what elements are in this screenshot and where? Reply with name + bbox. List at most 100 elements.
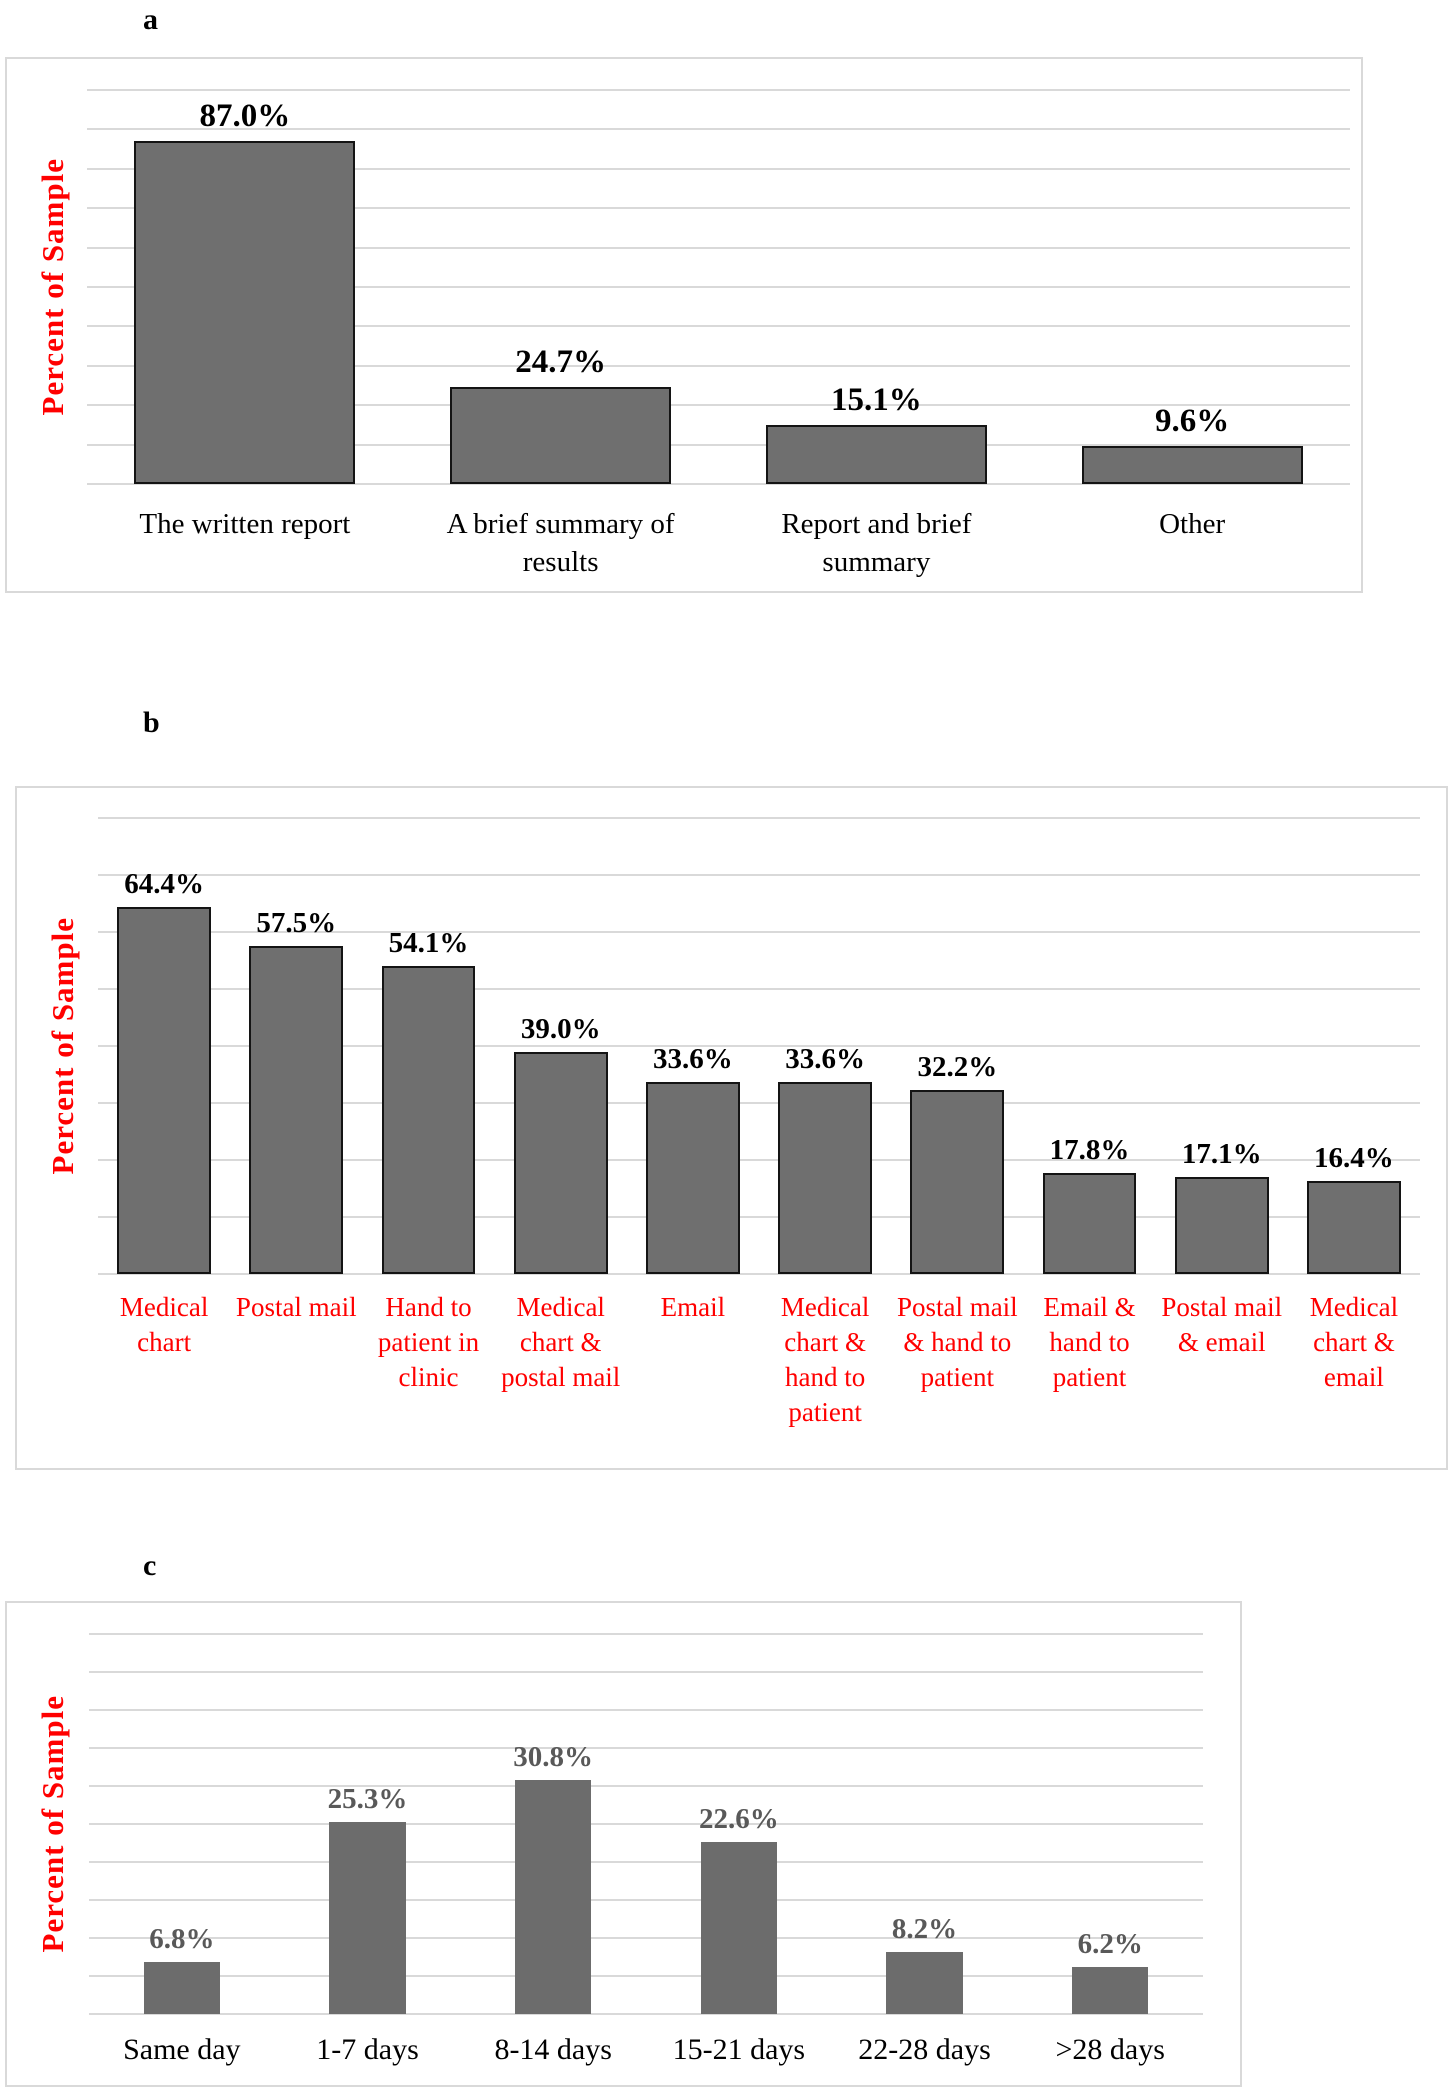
gridline-25 [89, 1823, 1203, 1825]
x-axis-labels-b: Medical chart Postal mail Hand to patient … [98, 1274, 1420, 1430]
y-axis-title-text: Percent of Sample [45, 917, 80, 1175]
bar-4 [1081, 446, 1303, 484]
y-axis-title-text: Percent of Sample [35, 1695, 70, 1953]
gridline-50 [87, 286, 1350, 288]
panel-label-b: b [143, 706, 160, 739]
bar-slot-2: 25.3% [275, 1634, 461, 2014]
bar-6 [1072, 1966, 1149, 2014]
gridline-40 [87, 325, 1350, 328]
bar-value-label: 22.6% [698, 1803, 779, 1836]
bar-value-label: 17.8% [1049, 1133, 1130, 1166]
bar-1 [143, 1962, 220, 2014]
x-axis-labels-c: Same day 1-7 days 8-14 days 15-21 days 22-28… [89, 2014, 1203, 2069]
chart-panel-c: Percent of Sample 6.8% 25.3% 30.8% 22.6% 8.2… [5, 1601, 1242, 2087]
y-axis-title-a: Percent of Sample [11, 90, 95, 484]
bar-slot-6: 6.2% [1017, 1634, 1203, 2014]
bar-slot-5: 8.2% [832, 1634, 1018, 2014]
x-category-label-7: Postal mail & hand to patient [896, 1292, 1018, 1393]
y-axis-title-b: Percent of Sample [21, 818, 105, 1274]
x-category-label-1: Medical chart [119, 1292, 209, 1358]
bar-slot-3: 15.1% [719, 90, 1035, 484]
gridline-20 [98, 1159, 1420, 1161]
bar-slot-3: 54.1% [362, 818, 494, 1274]
x-category-label-5: Email [660, 1292, 726, 1322]
chart-panel-b: Percent of Sample 64.4% 57.5% 54.1% 39.0% 33… [15, 786, 1448, 1470]
bar-value-label: 24.7% [515, 343, 606, 380]
gridline-20 [89, 1861, 1203, 1863]
gridline-10 [89, 1937, 1203, 1939]
bar-4 [513, 1051, 608, 1274]
bar-3 [765, 424, 987, 484]
bar-slot-7: 32.2% [891, 818, 1023, 1274]
bar-4 [700, 1842, 777, 2014]
bar-value-label: 30.8% [513, 1740, 594, 1773]
bar-value-label: 54.1% [388, 926, 469, 959]
gridline-80 [98, 817, 1420, 819]
bar-value-label: 6.8% [149, 1923, 215, 1956]
chart-panel-a: Percent of Sample 87.0% 24.7% 15.1% 9.6% Th… [5, 57, 1363, 593]
gridline-0 [89, 2013, 1203, 2015]
bar-slot-2: 57.5% [230, 818, 362, 1274]
bar-slot-3: 30.8% [460, 1634, 646, 2014]
bar-value-label: 16.4% [1314, 1141, 1394, 1174]
y-axis-title-text: Percent of Sample [35, 158, 70, 416]
bar-value-label: 33.6% [653, 1043, 733, 1076]
x-category-label-3: Report and brief summary [781, 508, 972, 578]
bar-3 [515, 1779, 592, 2014]
gridline-90 [87, 128, 1350, 131]
bar-value-label: 9.6% [1155, 403, 1230, 440]
x-category-label-2: 1-7 days [316, 2033, 419, 2066]
bar-value-label: 33.6% [785, 1043, 865, 1076]
x-category-label-6: >28 days [1055, 2033, 1165, 2066]
bar-value-label: 25.3% [327, 1782, 408, 1815]
gridline-60 [87, 246, 1350, 249]
bar-10 [1307, 1180, 1401, 1274]
bar-2 [249, 946, 344, 1274]
bar-slot-2: 24.7% [403, 90, 719, 484]
bar-7 [910, 1090, 1005, 1274]
bar-slot-1: 64.4% [98, 818, 230, 1274]
x-category-label-1: The written report [139, 508, 351, 540]
gridline-30 [89, 1785, 1203, 1787]
gridline-10 [98, 1216, 1420, 1218]
bar-slot-10: 16.4% [1288, 818, 1420, 1274]
plot-area-b: 64.4% 57.5% 54.1% 39.0% 33.6% 33.6% 32.2% 17.8%… [98, 817, 1420, 1275]
bars-row: 87.0% 24.7% 15.1% 9.6% [87, 90, 1350, 484]
gridline-50 [98, 988, 1420, 990]
gridline-70 [87, 207, 1350, 210]
bar-slot-4: 22.6% [646, 1634, 832, 2014]
y-axis-title-c: Percent of Sample [11, 1634, 95, 2014]
gridline-30 [87, 364, 1350, 367]
bar-slot-1: 87.0% [87, 90, 403, 484]
gridline-45 [89, 1671, 1203, 1673]
gridline-40 [98, 1045, 1420, 1047]
bar-slot-5: 33.6% [627, 818, 759, 1274]
x-category-label-4: Other [1159, 508, 1226, 540]
bar-9 [1174, 1176, 1269, 1274]
bar-slot-4: 39.0% [495, 818, 627, 1274]
gridline-0 [98, 1273, 1420, 1275]
gridline-15 [89, 1899, 1203, 1901]
gridline-100 [87, 89, 1350, 91]
bar-value-label: 8.2% [891, 1912, 958, 1945]
bar-3 [381, 965, 476, 1274]
gridline-20 [87, 404, 1350, 407]
gridline-10 [87, 443, 1350, 446]
x-category-label-9: Postal mail & email [1161, 1292, 1283, 1358]
gridline-40 [89, 1709, 1203, 1711]
bar-slot-8: 17.8% [1023, 818, 1155, 1274]
bar-value-label: 57.5% [256, 907, 337, 940]
bar-slot-6: 33.6% [759, 818, 891, 1274]
bars-row: 64.4% 57.5% 54.1% 39.0% 33.6% 33.6% 32.2% 17.8%… [98, 818, 1420, 1274]
bar-slot-1: 6.8% [89, 1634, 275, 2014]
x-category-label-3: Hand to patient in clinic [377, 1292, 480, 1393]
bar-6 [778, 1082, 873, 1274]
bar-slot-9: 17.1% [1156, 818, 1288, 1274]
gridline-5 [89, 1975, 1203, 1977]
gridline-35 [89, 1747, 1203, 1749]
bar-value-label: 39.0% [520, 1012, 601, 1045]
panel-label-c: c [143, 1549, 157, 1582]
x-category-label-8: Email & hand to patient [1043, 1292, 1136, 1393]
plot-area-a: 87.0% 24.7% 15.1% 9.6% [87, 89, 1350, 485]
